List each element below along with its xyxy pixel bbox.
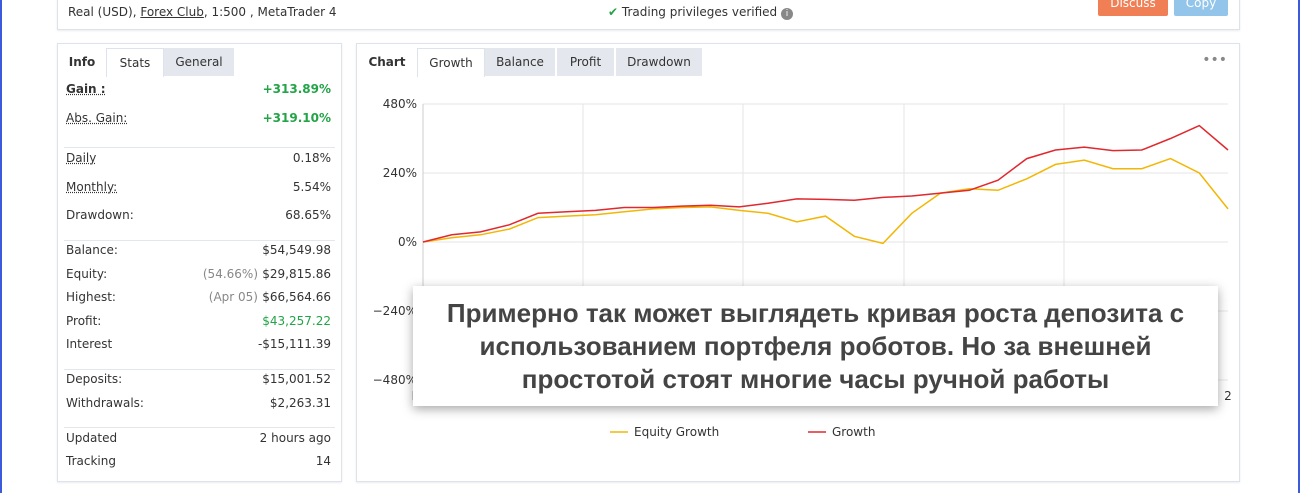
account-info: Real (USD), Forex Club, 1:500 , MetaTrad… <box>68 5 337 19</box>
separator <box>64 369 335 370</box>
account-details: , 1:500 , MetaTrader 4 <box>203 5 337 19</box>
stat-note: (Apr 05) <box>208 290 258 304</box>
stat-value: +313.89% <box>262 82 331 96</box>
tab[interactable]: Chart <box>368 55 406 69</box>
header-bar: Real (USD), Forex Club, 1:500 , MetaTrad… <box>57 0 1240 30</box>
stat-value: -$15,111.39 <box>257 337 331 351</box>
frame-left <box>0 0 2 493</box>
stats-panel: Info Stats General Gain : +313.89% Abs. Ga… <box>57 43 342 482</box>
stat-value: $29,815.86 <box>262 267 331 281</box>
tab[interactable]: Drawdown <box>616 48 702 76</box>
stat-value: 68.65% <box>285 208 331 222</box>
tab[interactable]: General <box>164 48 234 76</box>
stat-label: Updated <box>66 431 118 445</box>
stat-label[interactable]: Daily <box>66 151 97 165</box>
separator <box>64 147 335 148</box>
info-icon[interactable]: i <box>780 8 793 20</box>
stat-label: Withdrawals: <box>66 396 144 410</box>
tab[interactable]: Growth <box>417 48 485 77</box>
verified: ✔ Trading privileges verified i <box>608 5 793 20</box>
tab[interactable]: Stats <box>106 48 164 77</box>
separator <box>64 240 335 241</box>
copy-button[interactable]: Copy <box>1174 0 1228 16</box>
stat-label: Balance: <box>66 243 118 257</box>
tab[interactable]: Balance <box>485 48 555 76</box>
stat-value: 2 hours ago <box>259 431 331 445</box>
stat-value: 0.18% <box>292 151 331 165</box>
stat-label: Highest: <box>66 290 116 304</box>
tab[interactable]: Info <box>68 55 96 69</box>
separator <box>64 427 335 428</box>
stat-label[interactable]: Gain : <box>66 82 106 96</box>
overlay-caption: Примерно так может выглядеть кривая рост… <box>413 286 1218 406</box>
stat-value: 5.54% <box>292 180 331 194</box>
stat-value: $2,263.31 <box>269 396 331 410</box>
stat-note: (54.66%) <box>202 267 258 281</box>
check-icon: ✔ <box>608 5 619 19</box>
stat-label: Equity: <box>66 267 108 281</box>
stat-label: Tracking <box>66 454 116 468</box>
discuss-button[interactable]: Discuss <box>1098 0 1168 16</box>
frame-right <box>1298 0 1300 493</box>
stat-value: $15,001.52 <box>262 372 331 386</box>
stat-label[interactable]: Abs. Gain: <box>66 111 128 125</box>
stat-label: Deposits: <box>66 372 123 386</box>
stat-label: Interest <box>66 337 113 351</box>
stat-value: $66,564.66 <box>262 290 331 304</box>
stat-value: +319.10% <box>262 111 331 125</box>
tab[interactable]: Profit <box>557 48 614 76</box>
stat-value: 14 <box>315 454 331 468</box>
stat-value: $43,257.22 <box>262 314 331 328</box>
account: Real (USD), <box>68 5 137 19</box>
stat-label: Profit: <box>66 314 102 328</box>
stat-label[interactable]: Monthly: <box>66 180 118 194</box>
menu[interactable]: ••• <box>1202 52 1227 68</box>
chart-panel: Chart Growth Balance Profit Drawdown ••• <box>356 43 1240 482</box>
verified-text: Trading privileges verified <box>621 5 778 19</box>
stat-value: $54,549.98 <box>262 243 331 257</box>
stat-label: Drawdown: <box>66 208 134 222</box>
broker-link[interactable]: Forex Club <box>140 5 204 19</box>
